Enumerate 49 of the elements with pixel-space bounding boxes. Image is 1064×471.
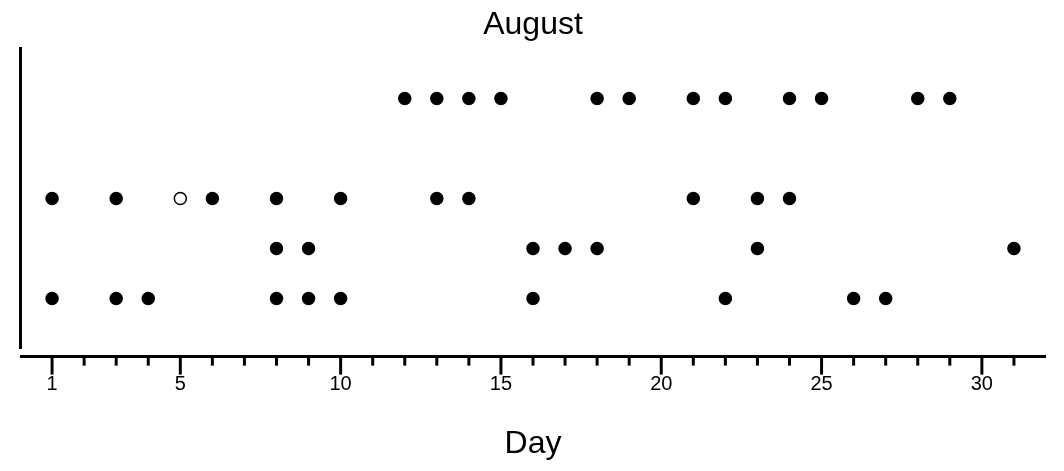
point bbox=[718, 291, 733, 306]
point bbox=[846, 291, 861, 306]
point bbox=[878, 291, 893, 306]
point bbox=[301, 291, 316, 306]
point bbox=[718, 91, 733, 106]
x-tick-label: 20 bbox=[650, 372, 673, 395]
point bbox=[109, 291, 123, 306]
point bbox=[1007, 241, 1021, 256]
point bbox=[141, 291, 155, 306]
point bbox=[494, 91, 508, 106]
point bbox=[750, 191, 765, 206]
x-axis-title: Day bbox=[504, 423, 562, 460]
point bbox=[590, 241, 604, 256]
chart-title: August bbox=[483, 5, 583, 42]
point bbox=[622, 91, 636, 106]
x-tick-label: 10 bbox=[329, 372, 352, 395]
point bbox=[269, 291, 284, 306]
x-tick-label: 15 bbox=[489, 372, 513, 395]
point bbox=[590, 91, 604, 106]
point bbox=[558, 241, 572, 256]
point bbox=[526, 241, 540, 256]
point bbox=[205, 191, 220, 206]
point bbox=[45, 291, 59, 306]
point bbox=[526, 291, 540, 306]
point bbox=[943, 91, 957, 106]
point bbox=[911, 91, 925, 106]
point bbox=[301, 241, 316, 256]
point bbox=[686, 191, 701, 206]
point bbox=[782, 91, 797, 106]
x-tick-label: 30 bbox=[970, 372, 993, 395]
point bbox=[398, 91, 412, 106]
point bbox=[814, 91, 829, 106]
point bbox=[269, 191, 284, 206]
point bbox=[430, 191, 444, 206]
point bbox=[109, 191, 123, 206]
point bbox=[430, 91, 444, 106]
point bbox=[750, 241, 765, 256]
point bbox=[462, 191, 476, 206]
point bbox=[462, 91, 476, 106]
x-tick-label: 5 bbox=[174, 372, 186, 395]
x-tick-label: 1 bbox=[46, 372, 58, 395]
point bbox=[45, 191, 59, 206]
x-tick-label: 25 bbox=[810, 372, 833, 395]
point bbox=[333, 291, 348, 306]
point bbox=[333, 191, 348, 206]
point bbox=[173, 191, 188, 206]
point bbox=[686, 91, 701, 106]
point bbox=[269, 241, 284, 256]
point bbox=[782, 191, 797, 206]
